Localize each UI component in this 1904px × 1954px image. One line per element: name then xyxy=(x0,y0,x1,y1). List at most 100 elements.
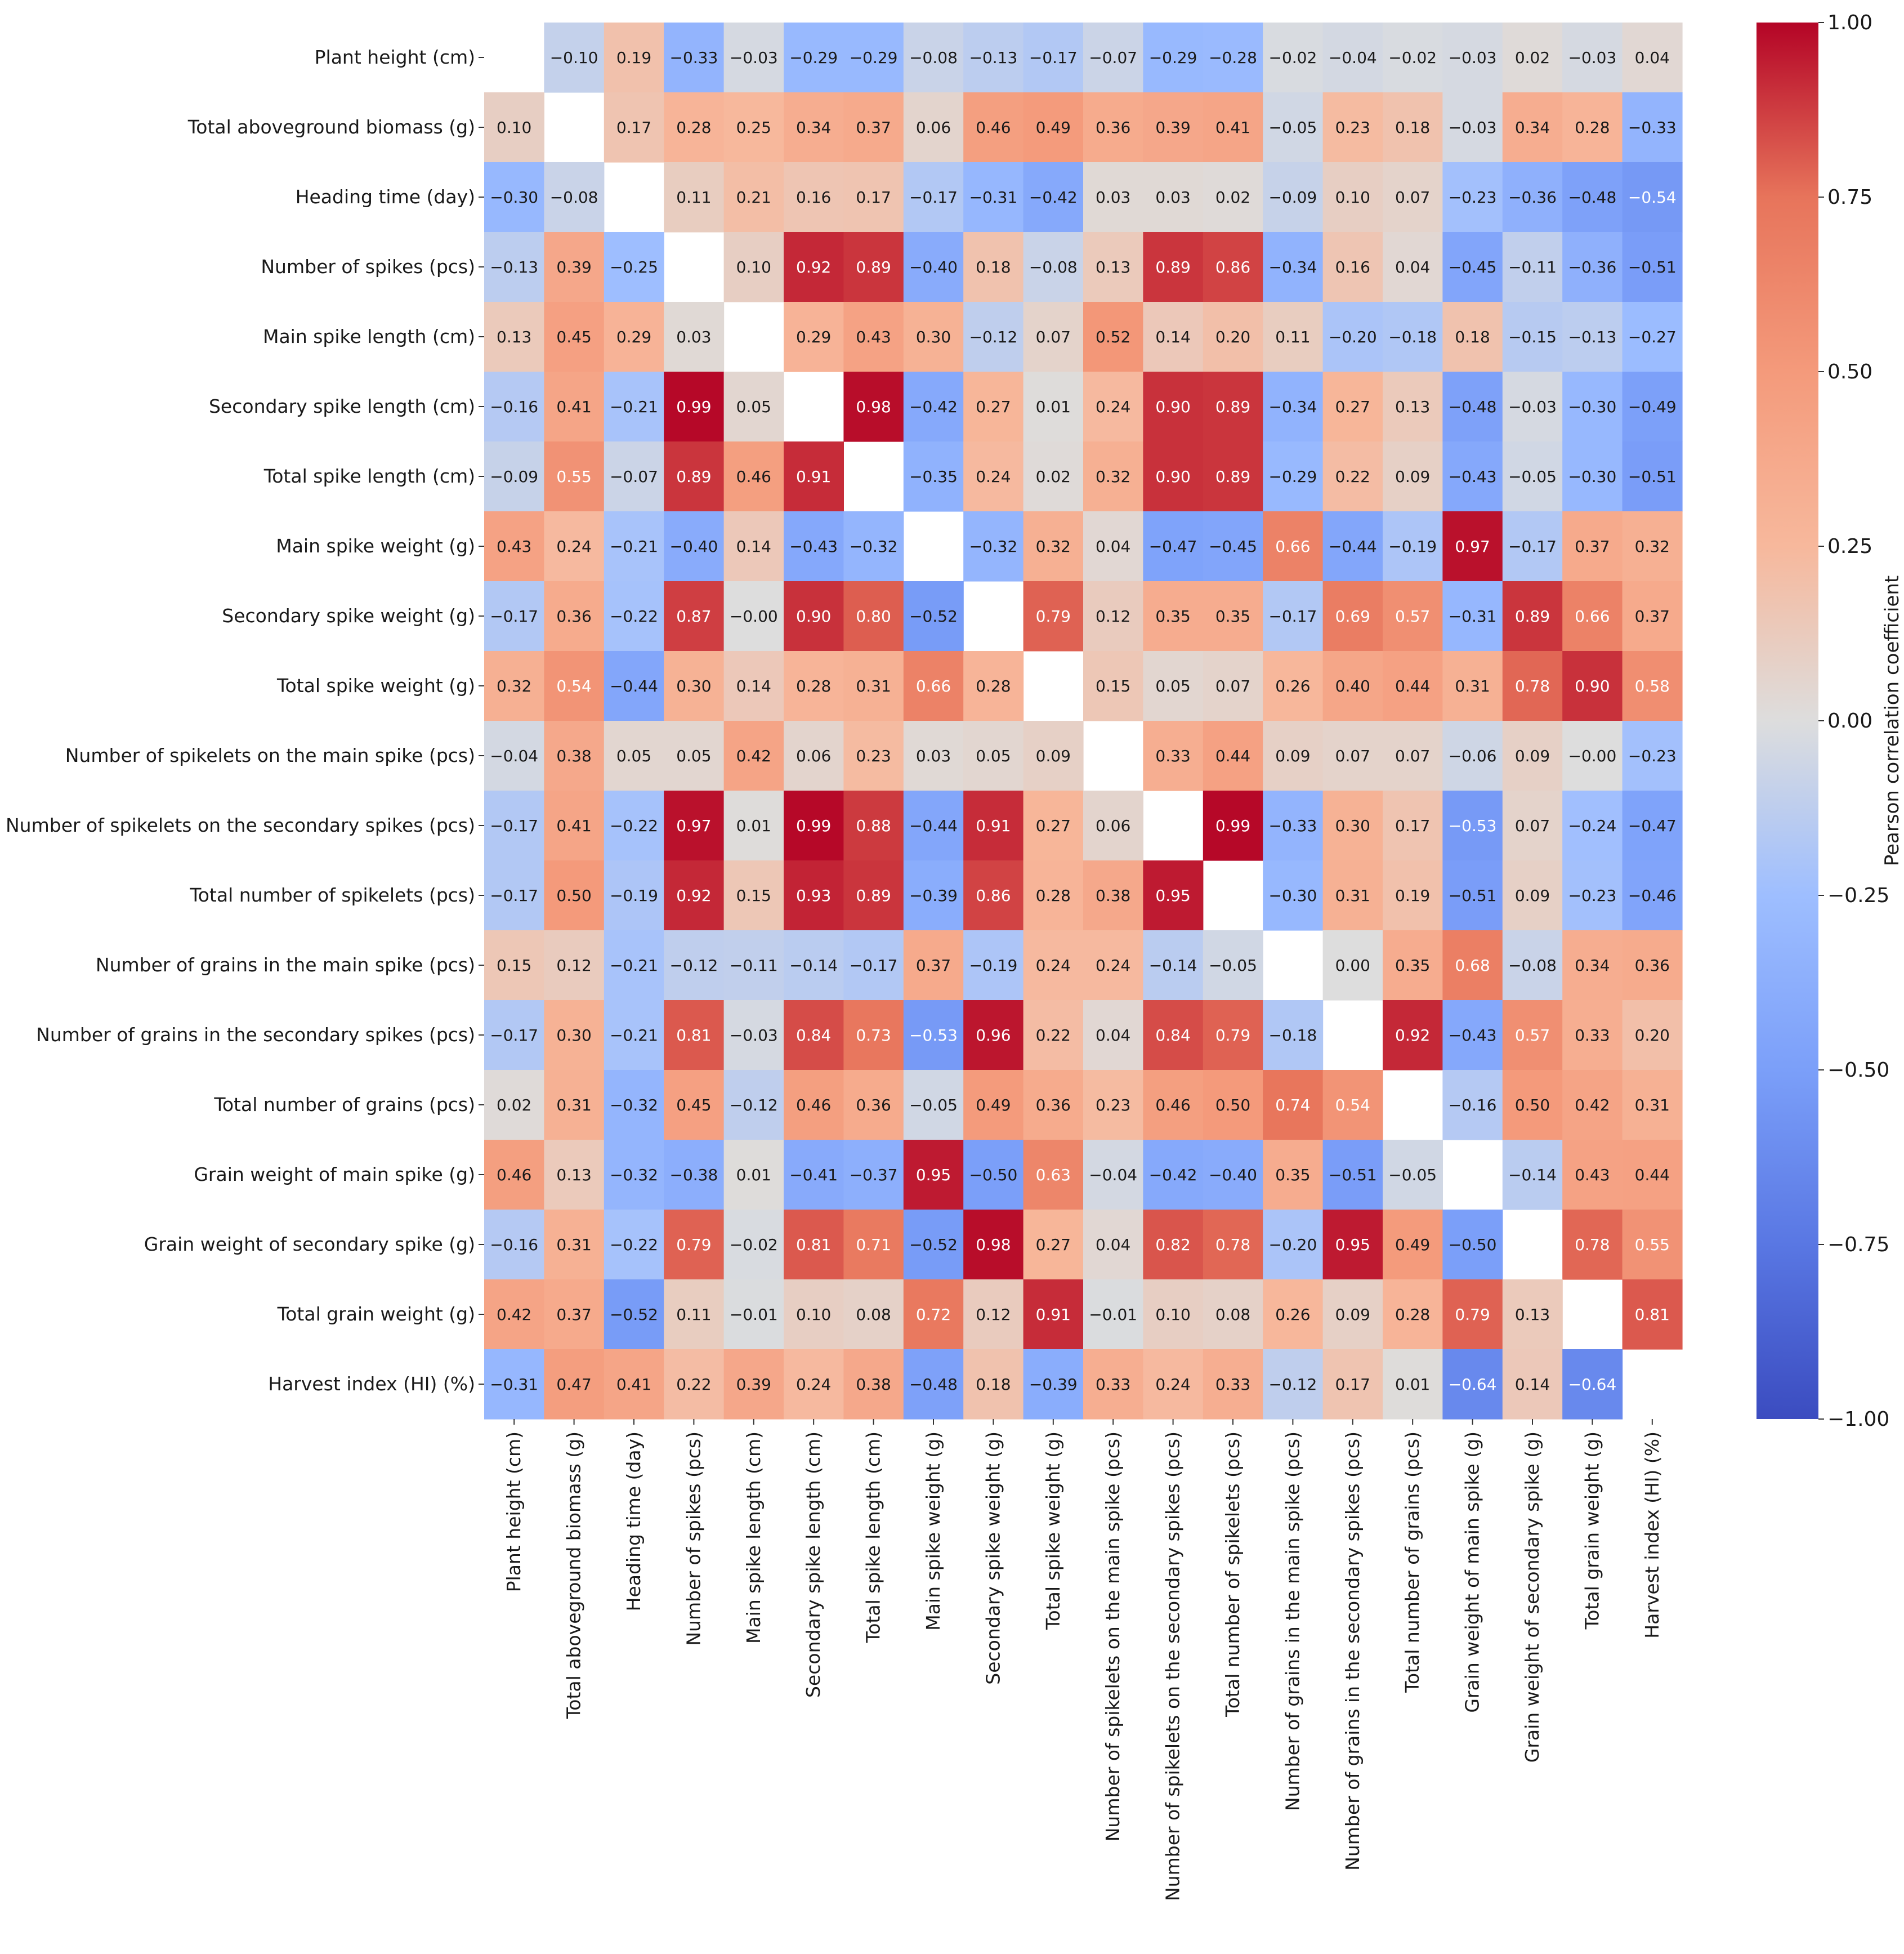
cell-value-label: 0.91 xyxy=(976,817,1011,835)
cell-value-label: 0.35 xyxy=(1275,1166,1310,1184)
cell-value-label: −0.51 xyxy=(1329,1166,1377,1184)
row-label: Number of spikelets on the secondary spi… xyxy=(6,814,475,836)
cell-value-label: −0.31 xyxy=(490,1375,538,1394)
heatmap-cell xyxy=(963,860,1024,931)
cell-value-label: 0.89 xyxy=(1515,607,1550,626)
cell-value-label: 0.15 xyxy=(736,886,771,905)
cell-value-label: 0.07 xyxy=(1395,188,1430,207)
row-label: Main spike weight (g) xyxy=(276,535,475,557)
heatmap-cell xyxy=(1023,162,1084,233)
heatmap-cell xyxy=(604,581,664,652)
cell-value-label: −0.25 xyxy=(610,258,658,276)
heatmap-cell xyxy=(1263,162,1324,233)
heatmap-cell xyxy=(1023,441,1084,512)
heatmap-cell xyxy=(1502,1000,1563,1070)
cell-value-label: −0.01 xyxy=(1089,1305,1137,1324)
heatmap-cell xyxy=(1083,791,1143,861)
heatmap-cell xyxy=(1442,1000,1503,1070)
heatmap-cell xyxy=(1622,791,1683,861)
cell-value-label: −0.00 xyxy=(1568,747,1616,765)
cell-value-label: 0.01 xyxy=(736,817,771,835)
heatmap-cell xyxy=(604,23,664,93)
heatmap-cell xyxy=(1203,511,1263,582)
cell-value-label: 0.11 xyxy=(1275,328,1310,346)
cell-value-label: −0.48 xyxy=(1449,398,1497,416)
cell-value-label: 0.32 xyxy=(1036,537,1071,556)
cell-value-label: 0.21 xyxy=(736,188,771,207)
cell-value-label: 0.04 xyxy=(1635,48,1670,67)
heatmap-cell xyxy=(1083,1140,1143,1210)
cell-value-label: −0.21 xyxy=(610,398,658,416)
heatmap-cell xyxy=(843,1210,904,1280)
cell-value-label: 0.23 xyxy=(1335,118,1370,137)
heatmap-cell xyxy=(1442,1349,1503,1420)
cell-value-label: −0.30 xyxy=(1568,398,1616,416)
cell-value-label: 0.10 xyxy=(796,1305,831,1324)
heatmap-cell xyxy=(963,372,1024,442)
cell-value-label: −0.23 xyxy=(1628,747,1677,765)
cell-value-label: −0.46 xyxy=(1628,886,1677,905)
heatmap-cell xyxy=(784,1349,844,1420)
cell-value-label: −0.12 xyxy=(969,328,1017,346)
row-label: Secondary spike length (cm) xyxy=(209,395,475,417)
heatmap-cell xyxy=(1083,1000,1143,1070)
heatmap-cell xyxy=(1203,232,1263,302)
cell-value-label: 0.08 xyxy=(856,1305,891,1324)
cell-value-label: 0.44 xyxy=(1215,747,1250,765)
heatmap-cell xyxy=(604,441,664,512)
heatmap-cell xyxy=(903,791,964,861)
heatmap-cell xyxy=(1083,232,1143,302)
heatmap-cell xyxy=(544,1000,605,1070)
cell-value-label: 0.63 xyxy=(1036,1166,1071,1184)
cell-value-label: 0.44 xyxy=(1635,1166,1670,1184)
heatmap-cell xyxy=(664,372,725,442)
row-label: Total number of spikelets (pcs) xyxy=(189,884,475,906)
heatmap-cell xyxy=(1383,791,1443,861)
cell-value-label: −0.23 xyxy=(1568,886,1616,905)
cell-value-label: 0.84 xyxy=(796,1026,831,1045)
cell-value-label: −0.42 xyxy=(909,398,958,416)
cell-value-label: 0.06 xyxy=(1096,817,1130,835)
cell-value-label: −0.32 xyxy=(850,537,898,556)
heatmap-cell xyxy=(664,721,725,791)
cell-value-label: 0.36 xyxy=(1635,956,1670,975)
cell-value-label: 0.28 xyxy=(976,677,1011,695)
cell-value-label: 0.87 xyxy=(676,607,711,626)
cell-value-label: −0.33 xyxy=(1628,118,1677,137)
cell-value-label: 0.01 xyxy=(1036,398,1071,416)
heatmap-cell xyxy=(1203,162,1263,233)
cell-value-label: −0.30 xyxy=(1568,467,1616,486)
cell-value-label: −0.43 xyxy=(1449,467,1497,486)
heatmap-cell xyxy=(1562,791,1623,861)
cell-value-label: −0.50 xyxy=(1449,1235,1497,1254)
heatmap-cell xyxy=(1502,302,1563,372)
cell-value-label: 0.23 xyxy=(856,747,891,765)
cell-value-label: −0.08 xyxy=(909,48,958,67)
heatmap-cell xyxy=(903,302,964,372)
heatmap-cell xyxy=(1023,92,1084,163)
cell-value-label: 0.03 xyxy=(676,328,711,346)
heatmap-cell xyxy=(784,511,844,582)
heatmap-cell xyxy=(1203,791,1263,861)
cell-value-label: 0.05 xyxy=(616,747,651,765)
cell-value-label: 0.74 xyxy=(1275,1096,1310,1114)
cell-value-label: 0.42 xyxy=(497,1305,531,1324)
cell-value-label: 0.90 xyxy=(1155,467,1190,486)
heatmap-cell xyxy=(1383,511,1443,582)
cell-value-label: 0.28 xyxy=(1575,118,1610,137)
heatmap-cell xyxy=(1023,860,1084,931)
cell-value-label: −0.45 xyxy=(1209,537,1257,556)
heatmap-cell xyxy=(723,1210,784,1280)
heatmap-cell xyxy=(1263,1349,1324,1420)
cell-value-label: 0.31 xyxy=(556,1096,591,1114)
cell-value-label: −0.09 xyxy=(1268,188,1317,207)
cell-value-label: −0.43 xyxy=(789,537,838,556)
cell-value-label: −0.10 xyxy=(550,48,598,67)
heatmap-cell xyxy=(1083,372,1143,442)
cell-value-label: 0.98 xyxy=(976,1235,1011,1254)
cell-value-label: −0.05 xyxy=(1508,467,1557,486)
cell-value-label: −0.44 xyxy=(909,817,958,835)
heatmap-cell xyxy=(544,232,605,302)
heatmap-cell xyxy=(1083,302,1143,372)
cell-value-label: −0.29 xyxy=(789,48,838,67)
